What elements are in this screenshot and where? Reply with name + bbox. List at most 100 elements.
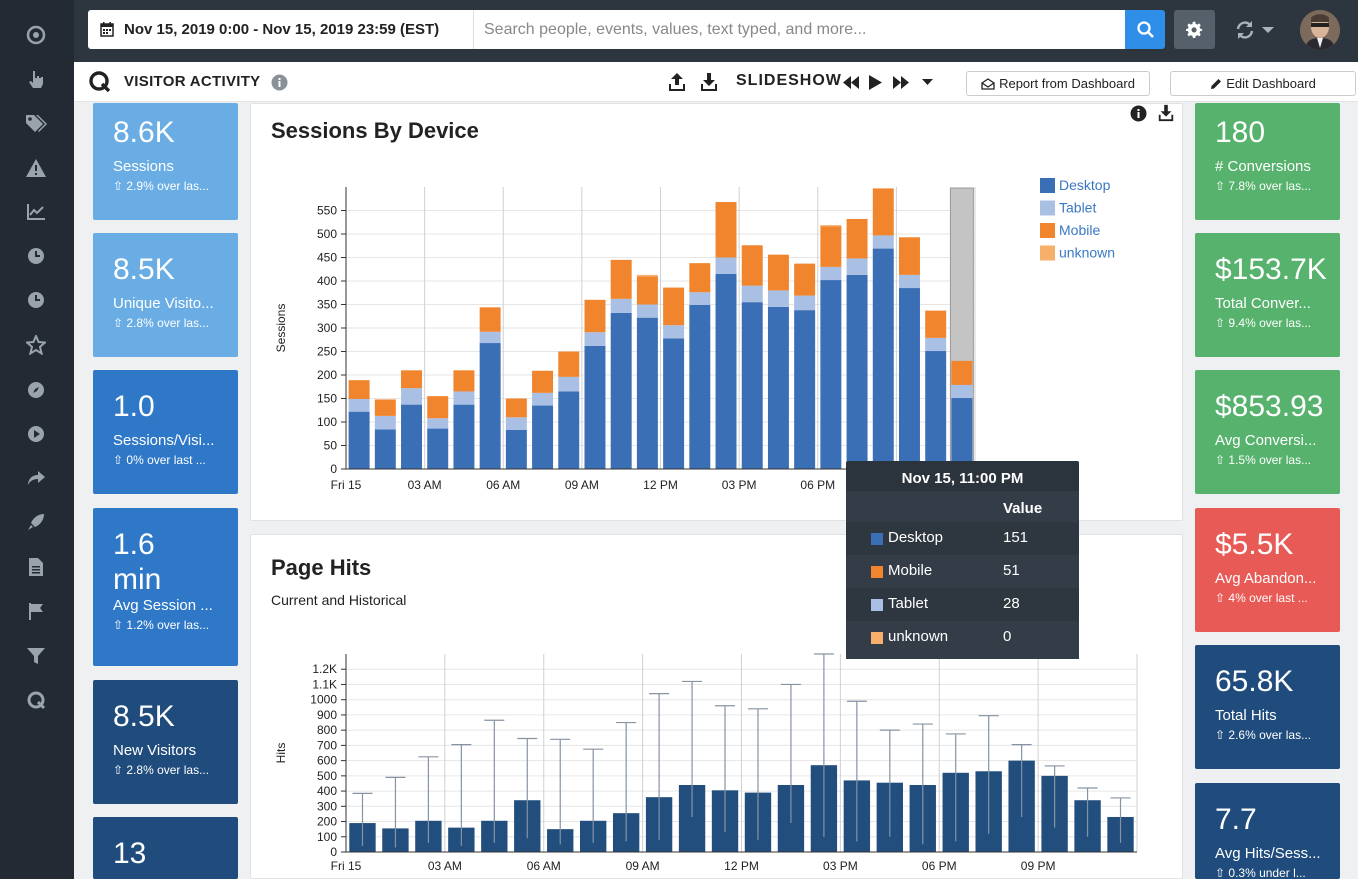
tile-avg-hits-per-session[interactable]: 7.7 Avg Hits/Sess... ⇧ 0.3% under l... — [1195, 783, 1340, 879]
rewind-icon[interactable] — [843, 76, 859, 89]
tile-unique-visitors[interactable]: 8.5K Unique Visito... ⇧ 2.8% over las... — [93, 233, 238, 357]
bar-desktop — [715, 273, 737, 469]
tile-change: ⇧ 0% over last ... — [113, 453, 206, 467]
tile-total-conversions[interactable]: $153.7K Total Conver... ⇧ 9.4% over las.… — [1195, 233, 1340, 357]
tile-new-visitors[interactable]: 8.5K New Visitors ⇧ 2.8% over las... — [93, 680, 238, 804]
tile-value: 13 — [113, 837, 147, 870]
tile-change: ⇧ 1.5% over las... — [1215, 453, 1312, 467]
bar-desktop — [794, 310, 816, 469]
x-tick-label: 09 PM — [1021, 859, 1056, 873]
y-tick-label: 0 — [330, 845, 337, 859]
report-from-dashboard-button[interactable]: Report from Dashboard — [966, 71, 1150, 96]
tile-avg-abandon[interactable]: $5.5K Avg Abandon... ⇧ 4% over last ... — [1195, 508, 1340, 632]
filter-icon[interactable] — [24, 644, 48, 668]
slideshow-caret-down-icon[interactable] — [922, 79, 933, 86]
tile-avg-conversion[interactable]: $853.93 Avg Conversi... ⇧ 1.5% over las.… — [1195, 370, 1340, 494]
report-button-label: Report from Dashboard — [999, 76, 1135, 91]
edit-dashboard-button[interactable]: Edit Dashboard — [1170, 71, 1356, 96]
tile-value: 8.6K — [113, 116, 175, 149]
search-icon — [1136, 21, 1154, 38]
bar-tablet — [453, 391, 475, 405]
refresh-dropdown[interactable] — [1234, 14, 1280, 46]
flag-icon[interactable] — [24, 599, 48, 623]
tile-avg-session[interactable]: 1.6 min Avg Session ... ⇧ 1.2% over las.… — [93, 508, 238, 666]
bar-desktop — [401, 404, 423, 469]
y-tick-label: 450 — [317, 251, 337, 265]
rocket-icon[interactable] — [24, 510, 48, 534]
bar-desktop — [584, 345, 606, 469]
tooltip-row-name: Desktop — [888, 529, 944, 546]
refresh-icon — [1236, 21, 1254, 39]
caret-down-icon — [1262, 27, 1274, 33]
share-icon[interactable] — [24, 466, 48, 490]
warning-icon[interactable] — [24, 156, 48, 180]
tooltip-row: unknown 0 — [846, 621, 1079, 654]
bar-mobile — [401, 370, 423, 389]
tile-label: Sessions — [113, 158, 174, 175]
star-icon[interactable] — [24, 333, 48, 357]
clock-icon[interactable] — [24, 244, 48, 268]
pencil-icon — [1211, 78, 1222, 89]
bar-desktop — [427, 428, 449, 469]
bar-tablet — [505, 417, 527, 430]
compass-icon[interactable] — [24, 378, 48, 402]
page-hits-chart[interactable]: 010020030040050060070080090010001.1K1.2K… — [250, 534, 1183, 879]
tile-conversions[interactable]: 180 # Conversions ⇧ 7.8% over las... — [1195, 103, 1340, 220]
bar-tablet — [741, 285, 763, 303]
line-chart-icon[interactable] — [24, 200, 48, 224]
sessions-chart[interactable]: 0 50 100 150 200 250 300 350 400 450 500 550 Fri 15 0… — [250, 103, 1183, 521]
search-button[interactable] — [1125, 10, 1165, 49]
legend-label: Mobile — [1059, 222, 1100, 238]
tile-sessions[interactable]: 8.6K Sessions ⇧ 2.9% over las... — [93, 103, 238, 220]
pointer-hand-icon[interactable] — [24, 67, 48, 91]
bar-desktop — [636, 317, 658, 469]
tile-value: 1.6 — [113, 528, 155, 561]
y-tick-label: 0 — [330, 462, 337, 476]
bar-desktop — [532, 405, 554, 469]
search-input[interactable] — [474, 10, 1125, 49]
x-tick-label: 03 AM — [408, 478, 442, 492]
target-icon[interactable] — [24, 23, 48, 47]
legend-swatch — [1040, 223, 1055, 238]
y-tick-label: 550 — [317, 204, 337, 218]
chart-tooltip: Nov 15, 11:00 PM Value Desktop 151 Mobil… — [846, 461, 1079, 659]
tile-change: ⇧ 9.4% over las... — [1215, 316, 1312, 330]
y-tick-label: 500 — [317, 769, 337, 783]
settings-button[interactable] — [1174, 10, 1215, 49]
tile-label: New Visitors — [113, 742, 197, 759]
tile-total-hits[interactable]: 65.8K Total Hits ⇧ 2.6% over las... — [1195, 645, 1340, 769]
tile-sessions-per-visitor[interactable]: 1.0 Sessions/Visi... ⇧ 0% over last ... — [93, 370, 238, 494]
document-icon[interactable] — [24, 555, 48, 579]
play-circle-icon[interactable] — [24, 422, 48, 446]
download-icon[interactable] — [700, 72, 718, 92]
upload-icon[interactable] — [668, 72, 686, 92]
tags-icon[interactable] — [24, 111, 48, 135]
x-tick-label: 12 PM — [643, 478, 678, 492]
tile-change: ⇧ 2.9% over las... — [113, 179, 210, 193]
calendar-icon — [100, 22, 114, 37]
history-icon[interactable] — [24, 288, 48, 312]
bar-mobile — [348, 380, 370, 399]
info-icon[interactable] — [271, 74, 288, 91]
y-tick-label: 1000 — [310, 693, 337, 707]
tile-label: Total Conver... — [1215, 295, 1311, 312]
tile-value: 8.5K — [113, 253, 175, 286]
fast-forward-icon[interactable] — [893, 76, 909, 89]
tile-value: $853.93 — [1215, 390, 1324, 423]
panel-info-icon[interactable] — [1130, 105, 1147, 122]
play-icon[interactable] — [869, 75, 882, 90]
panel-download-icon[interactable] — [1157, 104, 1175, 122]
y-tick-label: 600 — [317, 754, 337, 768]
tile-partial[interactable]: 13 — [93, 817, 238, 879]
bar-tablet — [348, 398, 370, 412]
logo-q-icon[interactable] — [24, 688, 48, 712]
tile-change: ⇧ 4% over last ... — [1215, 591, 1308, 605]
x-tick-label: 06 PM — [800, 478, 835, 492]
y-tick-label: 200 — [317, 368, 337, 382]
bar-mobile — [558, 351, 580, 377]
date-range-picker[interactable]: Nov 15, 2019 0:00 - Nov 15, 2019 23:59 (… — [88, 10, 474, 49]
x-tick-label: 03 AM — [428, 859, 462, 873]
gear-icon — [1186, 21, 1203, 38]
tooltip-row-value: 0 — [1003, 628, 1012, 645]
avatar[interactable] — [1300, 10, 1340, 50]
